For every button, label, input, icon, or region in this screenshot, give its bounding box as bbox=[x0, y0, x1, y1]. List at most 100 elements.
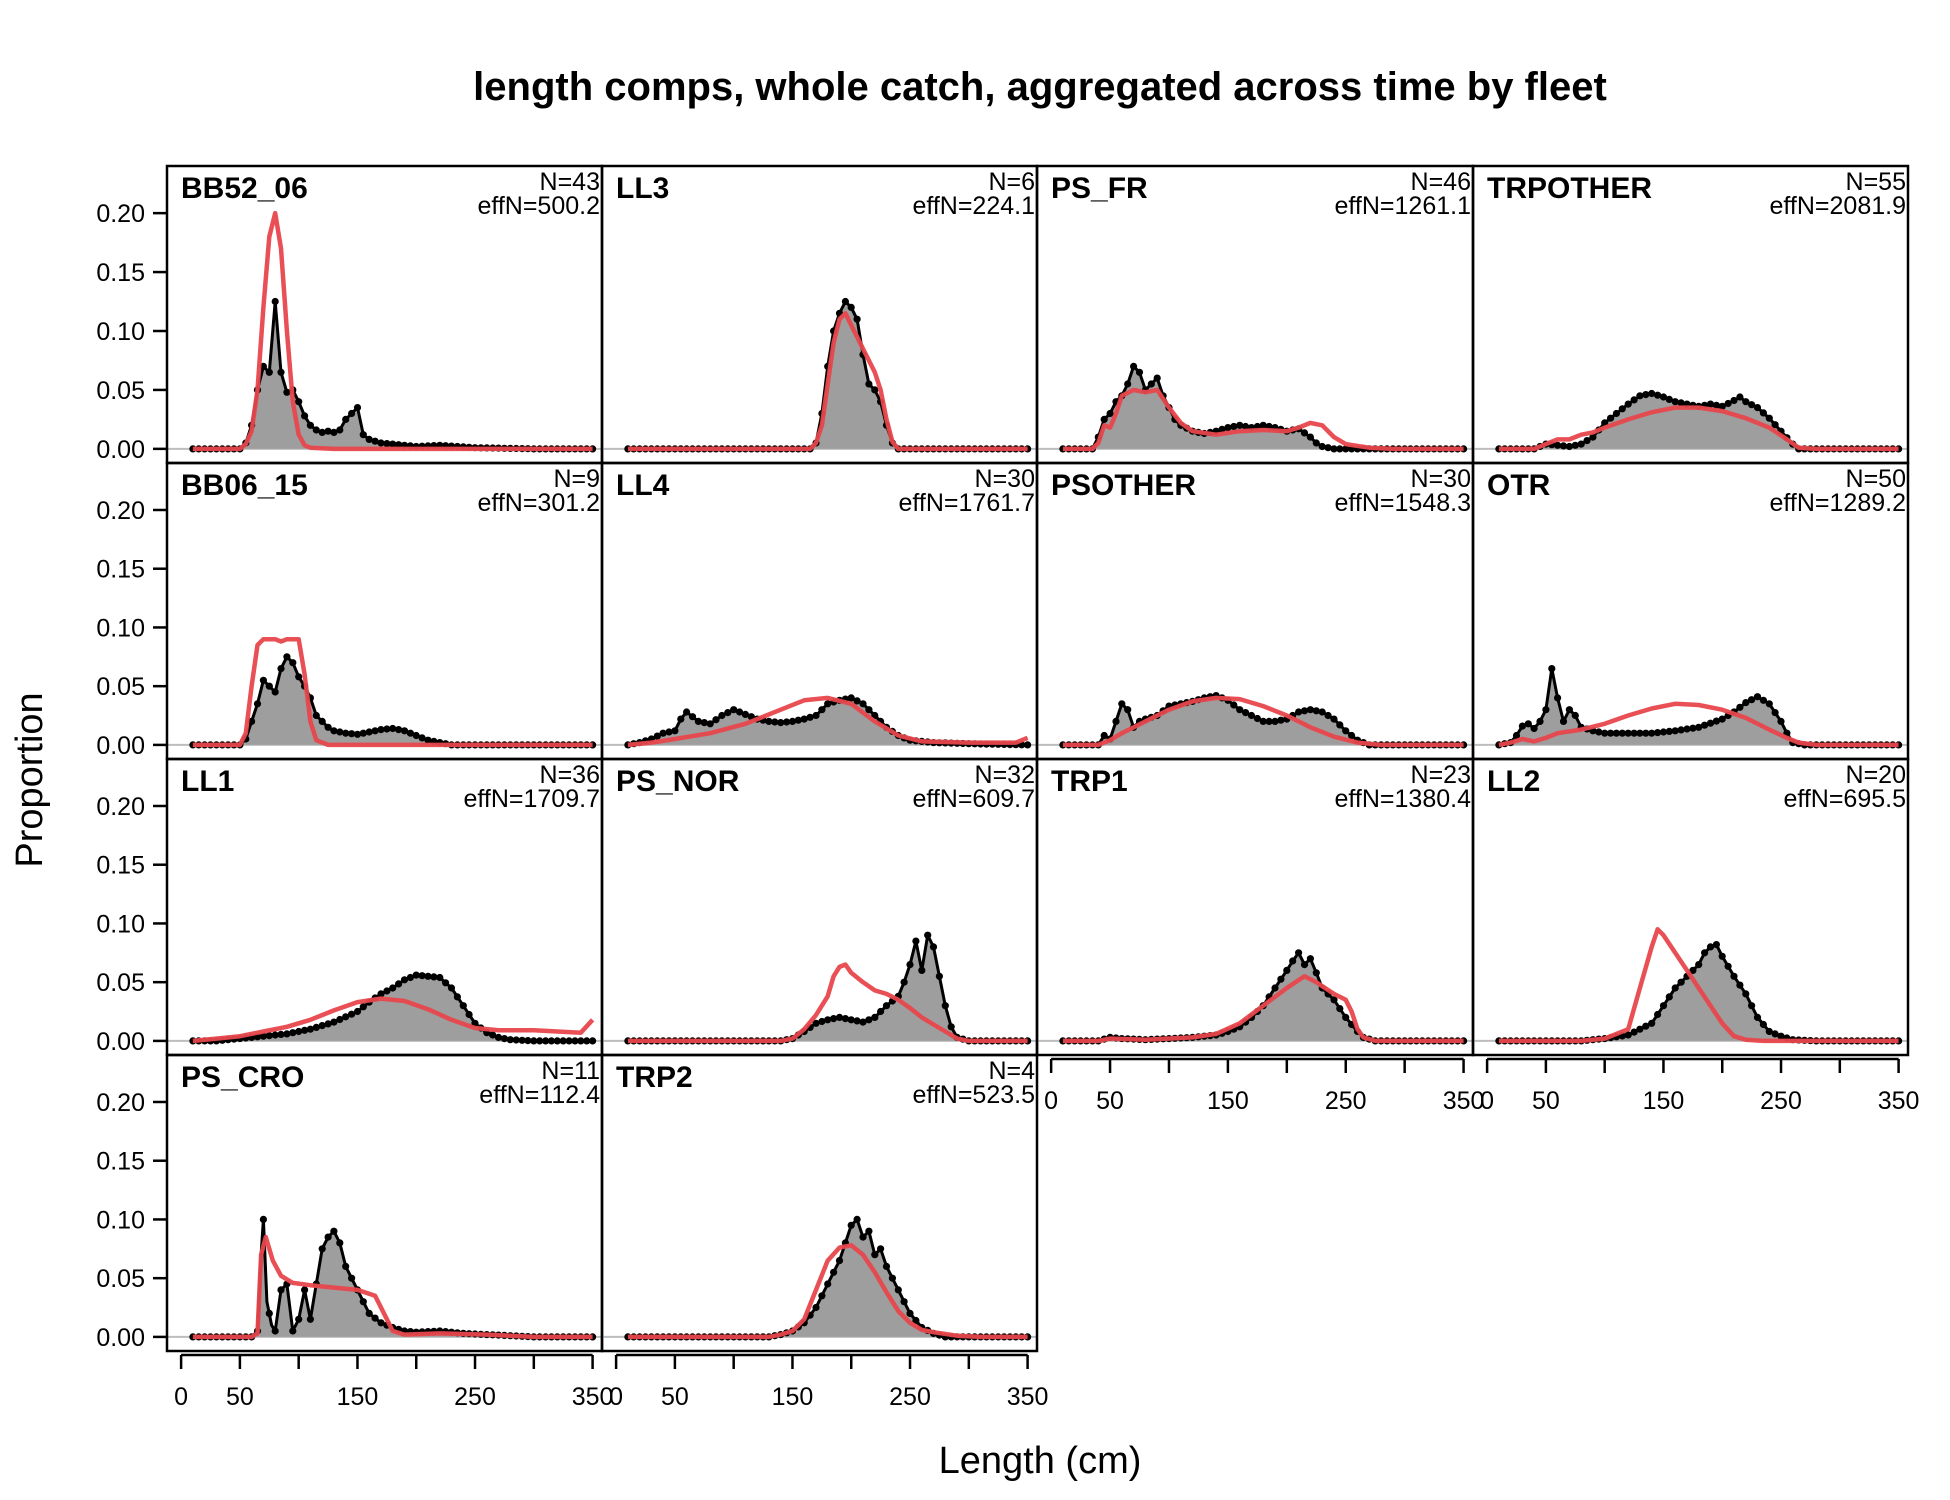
n-label: N=46 bbox=[1411, 168, 1471, 196]
observed-point bbox=[1759, 1020, 1767, 1029]
observed-point bbox=[265, 368, 273, 376]
observed-point bbox=[1665, 993, 1673, 1001]
observed-point bbox=[1753, 693, 1762, 701]
observed-point bbox=[1318, 708, 1326, 716]
observed-point bbox=[1536, 717, 1544, 726]
observed-point bbox=[348, 1274, 356, 1282]
observed-point bbox=[1607, 729, 1615, 737]
observed-point bbox=[1624, 400, 1632, 408]
observed-point bbox=[1748, 401, 1756, 409]
observed-point bbox=[900, 1298, 908, 1306]
n-label: N=43 bbox=[540, 168, 600, 196]
observed-point bbox=[506, 1036, 514, 1044]
observed-point bbox=[683, 708, 691, 716]
observed-point bbox=[877, 1007, 885, 1016]
observed-point bbox=[500, 1035, 508, 1043]
observed-point bbox=[312, 426, 320, 434]
observed-point bbox=[289, 1029, 297, 1037]
observed-point bbox=[824, 1016, 832, 1024]
observed-point bbox=[271, 688, 279, 696]
observed-point bbox=[1124, 380, 1132, 388]
observed-point bbox=[1612, 409, 1620, 418]
observed-point bbox=[1706, 943, 1715, 951]
observed-point bbox=[777, 719, 785, 727]
observed-point bbox=[1342, 1013, 1350, 1022]
fleet-label: LL2 bbox=[1487, 765, 1540, 798]
observed-point bbox=[1259, 421, 1267, 429]
observed-point bbox=[1295, 949, 1303, 957]
x-tick-label: 350 bbox=[1007, 1383, 1049, 1411]
observed-point bbox=[941, 1002, 949, 1010]
observed-point bbox=[812, 1303, 820, 1312]
observed-point bbox=[1759, 409, 1767, 417]
observed-point bbox=[871, 386, 879, 394]
observed-point bbox=[312, 1023, 320, 1031]
observed-point bbox=[1718, 402, 1726, 410]
observed-point bbox=[459, 1002, 467, 1010]
n-label: N=30 bbox=[1411, 465, 1471, 493]
observed-point bbox=[389, 440, 397, 448]
observed-area bbox=[1062, 366, 1464, 449]
y-tick-label: 0.15 bbox=[96, 259, 145, 287]
fleet-label: LL1 bbox=[181, 765, 234, 798]
expected-line bbox=[627, 962, 1028, 1044]
observed-point bbox=[841, 1015, 850, 1023]
observed-point bbox=[1712, 401, 1720, 409]
observed-point bbox=[342, 1013, 350, 1021]
observed-point bbox=[295, 1315, 303, 1323]
observed-point bbox=[283, 388, 291, 396]
observed-point bbox=[265, 1309, 273, 1317]
observed-point bbox=[1695, 961, 1703, 969]
observed-point bbox=[395, 726, 403, 734]
observed-point bbox=[877, 1245, 885, 1253]
observed-point bbox=[1765, 414, 1773, 422]
observed-point bbox=[1701, 721, 1709, 729]
y-tick-label: 0.20 bbox=[96, 200, 145, 228]
observed-point bbox=[912, 937, 920, 945]
observed-point bbox=[1654, 391, 1662, 399]
y-tick-label: 0.20 bbox=[96, 497, 145, 525]
observed-point bbox=[935, 972, 944, 980]
observed-point bbox=[377, 439, 385, 447]
observed-point bbox=[1630, 1028, 1638, 1036]
observed-point bbox=[830, 1015, 838, 1023]
observed-point bbox=[859, 1233, 867, 1241]
x-tick-label: 350 bbox=[572, 1383, 614, 1411]
observed-point bbox=[1324, 711, 1332, 720]
observed-point bbox=[1330, 445, 1338, 453]
observed-point bbox=[659, 729, 667, 737]
observed-point bbox=[259, 362, 267, 370]
observed-point bbox=[853, 1215, 861, 1223]
observed-point bbox=[1271, 984, 1279, 992]
observed-point bbox=[1765, 1027, 1773, 1036]
observed-point bbox=[847, 1221, 855, 1229]
observed-point bbox=[912, 1316, 920, 1325]
expected-line bbox=[1498, 405, 1899, 452]
observed-point bbox=[1277, 716, 1285, 724]
expected-line bbox=[1062, 695, 1464, 748]
observed-point bbox=[383, 725, 391, 733]
observed-point bbox=[1336, 721, 1344, 729]
fleet-label: PS_CRO bbox=[181, 1061, 304, 1094]
observed-point bbox=[1777, 1032, 1785, 1040]
observed-point bbox=[1318, 442, 1326, 451]
observed-point bbox=[371, 727, 379, 735]
observed-point bbox=[1230, 422, 1238, 431]
x-tick-label: 150 bbox=[772, 1383, 814, 1411]
x-tick-label: 0 bbox=[1480, 1087, 1494, 1115]
observed-point bbox=[330, 1227, 338, 1235]
observed-point bbox=[1289, 957, 1297, 965]
observed-point bbox=[318, 717, 326, 726]
observed-point bbox=[1542, 706, 1550, 714]
observed-area bbox=[627, 1219, 1028, 1337]
observed-point bbox=[1748, 696, 1756, 704]
observed-point bbox=[1695, 723, 1703, 731]
x-tick-label: 0 bbox=[174, 1383, 188, 1411]
observed-point bbox=[348, 409, 356, 418]
observed-point bbox=[336, 426, 344, 434]
observed-point bbox=[1706, 719, 1715, 727]
observed-point bbox=[1524, 720, 1532, 728]
